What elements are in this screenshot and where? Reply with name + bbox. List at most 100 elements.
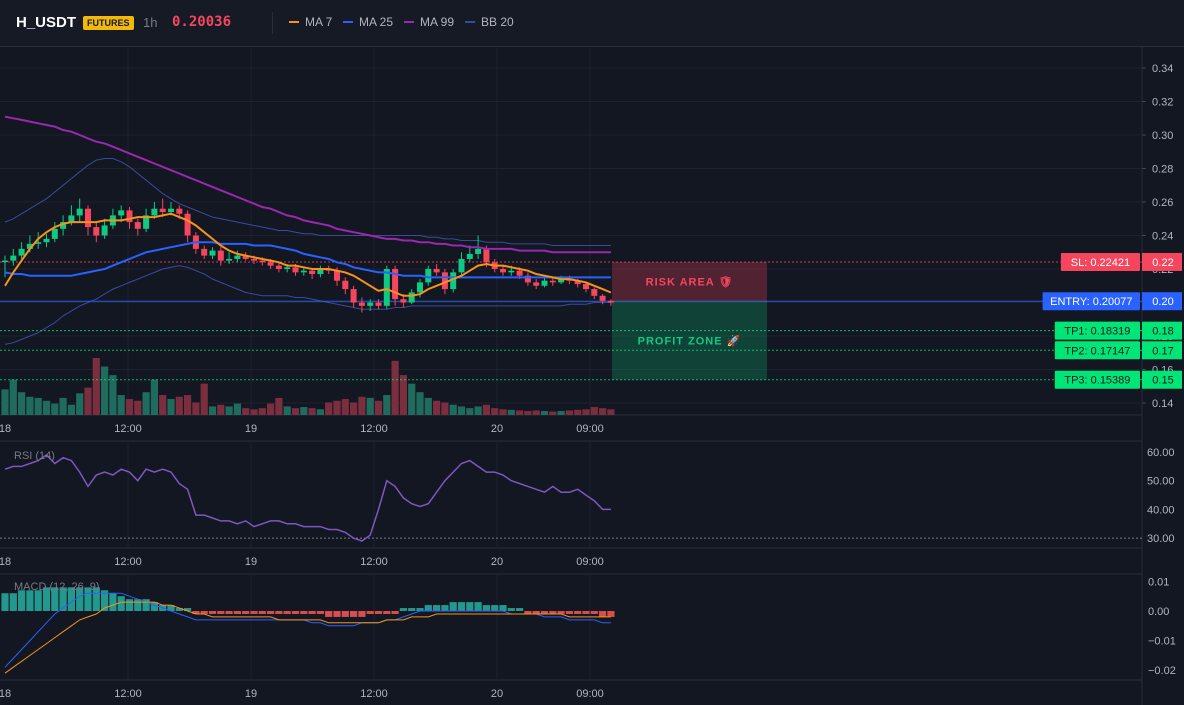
- rsi-title: RSI (14): [14, 450, 55, 462]
- level-axis-tag-tp: [1142, 341, 1182, 360]
- macd-histogram-bar: [18, 590, 26, 611]
- candle-body: [275, 265, 282, 269]
- volume-bar: [366, 397, 374, 415]
- macd-histogram-bar: [350, 611, 358, 617]
- volume-bar: [607, 409, 615, 415]
- volume-bar: [175, 396, 183, 415]
- rsi-tick-label: 30.00: [1147, 533, 1175, 545]
- macd-histogram-bar: [540, 611, 549, 614]
- time-label-rsi: 19: [245, 556, 257, 568]
- volume-bar: [599, 408, 607, 415]
- volume-bar: [391, 360, 399, 415]
- level-tag-tp: [1054, 321, 1140, 340]
- candle-body: [226, 258, 233, 261]
- macd-histogram-bar: [51, 587, 59, 611]
- candle-body: [209, 250, 216, 256]
- macd-histogram-bar: [424, 605, 432, 611]
- candle-body: [267, 262, 274, 266]
- volume-bar: [449, 404, 457, 415]
- volume-bar: [109, 375, 117, 415]
- candle-body: [168, 208, 174, 213]
- candle-body: [284, 267, 291, 269]
- macd-histogram-bar: [391, 611, 399, 614]
- ma25-swatch: [343, 21, 353, 23]
- price-tick-label: 0.28: [1152, 164, 1173, 176]
- bb-lower-line: [4, 265, 611, 345]
- volume-bar: [34, 397, 42, 415]
- volume-bar: [416, 392, 424, 415]
- volume-bar: [590, 407, 598, 415]
- candle-body: [342, 280, 349, 290]
- legend-bb20-label: BB 20: [481, 15, 514, 29]
- legend-bb20[interactable]: BB 20: [465, 15, 514, 29]
- macd-histogram-bar: [325, 611, 333, 617]
- rsi-tick-label: 60.00: [1147, 447, 1175, 459]
- macd-histogram-bar: [457, 602, 466, 611]
- candle-body: [93, 227, 100, 236]
- price-tick-label: 0.26: [1152, 197, 1173, 209]
- time-label-macd: 09:00: [576, 688, 604, 700]
- candle-body: [259, 260, 266, 263]
- volume-bar: [167, 399, 175, 415]
- volume-bar: [67, 404, 75, 415]
- symbol-name[interactable]: H_USDT: [16, 14, 77, 31]
- macd-histogram-bar: [267, 611, 275, 614]
- last-price: 0.20036: [172, 14, 232, 30]
- volume-bar: [491, 408, 499, 415]
- price-tick-label: 0.30: [1152, 130, 1173, 142]
- volume-bar: [291, 408, 300, 415]
- macd-histogram-bar: [1, 593, 9, 611]
- candle-body: [251, 258, 257, 261]
- macd-histogram-bar: [358, 611, 366, 617]
- candle-body: [574, 280, 581, 285]
- macd-histogram-bar: [316, 611, 324, 614]
- volume-bar: [549, 411, 557, 415]
- ma25-line: [4, 241, 611, 279]
- macd-tick-label: 0.01: [1148, 576, 1169, 588]
- legend-ma25[interactable]: MA 25: [343, 15, 393, 29]
- candle-body: [591, 289, 598, 296]
- volume-bar: [499, 409, 507, 415]
- rsi-tick-label: 40.00: [1147, 504, 1175, 516]
- candle-body: [417, 282, 423, 293]
- volume-bar: [134, 400, 142, 415]
- time-label-macd: 12:00: [360, 688, 388, 700]
- time-label-macd: 19: [245, 688, 257, 700]
- candle-body: [2, 260, 8, 263]
- macd-histogram-bar: [341, 611, 349, 617]
- volume-bar: [200, 383, 208, 415]
- macd-tick-label: 0.00: [1148, 606, 1169, 618]
- macd-histogram-bar: [175, 608, 183, 611]
- volume-bar: [507, 409, 515, 415]
- legend-ma7[interactable]: MA 7: [289, 15, 332, 29]
- legend-ma99[interactable]: MA 99: [404, 15, 454, 29]
- candle-body: [242, 255, 249, 259]
- macd-histogram-bar: [59, 587, 67, 611]
- volume-bar: [308, 408, 316, 415]
- level-tag-label: ENTRY: 0.20077: [1050, 296, 1132, 308]
- candle-body: [383, 269, 390, 306]
- macd-tick-label: −0.02: [1148, 665, 1176, 677]
- volume-bar: [275, 397, 283, 415]
- macd-histogram-bar: [516, 608, 524, 611]
- candle-body: [76, 208, 83, 216]
- time-label-main: 09:00: [576, 423, 604, 435]
- volume-bar: [408, 383, 416, 415]
- legend-ma7-label: MA 7: [305, 15, 333, 29]
- macd-histogram-bar: [441, 605, 449, 611]
- timeframe-selector[interactable]: 1h: [143, 15, 158, 30]
- macd-histogram-bar: [200, 611, 208, 614]
- time-label-rsi: 09:00: [576, 556, 604, 568]
- macd-histogram-bar: [374, 611, 383, 614]
- macd-histogram-bar: [291, 611, 300, 614]
- level-tag-label: TP2: 0.17147: [1064, 345, 1130, 357]
- candle-body: [317, 269, 324, 275]
- macd-histogram-bar: [474, 602, 482, 611]
- candle-body: [358, 302, 365, 306]
- candle-body: [300, 270, 307, 273]
- level-axis-label: 0.18: [1152, 326, 1173, 338]
- candle-body: [508, 270, 515, 273]
- macd-histogram-bar: [590, 611, 598, 614]
- macd-histogram-bar: [599, 611, 607, 617]
